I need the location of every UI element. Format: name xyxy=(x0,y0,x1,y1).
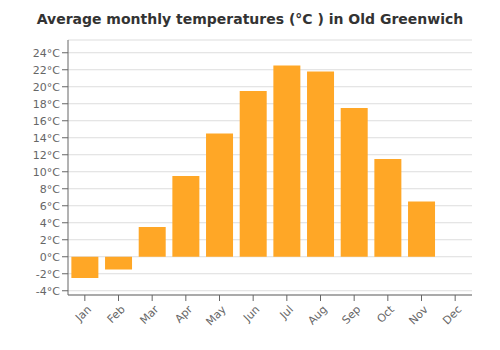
svg-text:24°C: 24°C xyxy=(33,47,60,60)
svg-text:18°C: 18°C xyxy=(33,98,60,111)
svg-text:Mar: Mar xyxy=(137,303,161,327)
svg-text:Feb: Feb xyxy=(105,303,128,326)
svg-text:Sep: Sep xyxy=(340,303,364,327)
svg-text:Aug: Aug xyxy=(305,303,329,327)
svg-text:May: May xyxy=(203,303,229,329)
svg-text:10°C: 10°C xyxy=(33,166,60,179)
svg-text:22°C: 22°C xyxy=(33,64,60,77)
svg-text:Jan: Jan xyxy=(72,303,94,325)
svg-text:6°C: 6°C xyxy=(40,200,60,213)
svg-text:2°C: 2°C xyxy=(40,234,60,247)
svg-text:0°C: 0°C xyxy=(40,251,60,264)
svg-text:20°C: 20°C xyxy=(33,81,60,94)
svg-text:Dec: Dec xyxy=(440,303,464,327)
svg-text:-4°C: -4°C xyxy=(36,285,60,298)
svg-text:Oct: Oct xyxy=(374,303,397,326)
svg-text:16°C: 16°C xyxy=(33,115,60,128)
svg-text:12°C: 12°C xyxy=(33,149,60,162)
html-text:Average monthly temperatures (: Average monthly temperatures (°C ) in Ol… xyxy=(36,11,464,27)
svg-text:8°C: 8°C xyxy=(40,183,60,196)
svg-text:Jul: Jul xyxy=(277,303,296,322)
svg-text:Nov: Nov xyxy=(406,303,431,328)
svg-text:-2°C: -2°C xyxy=(36,268,60,281)
svg-text:4°C: 4°C xyxy=(40,217,60,230)
svg-text:14°C: 14°C xyxy=(33,132,60,145)
svg-text:Jun: Jun xyxy=(240,303,262,325)
svg-text:Apr: Apr xyxy=(172,303,195,326)
